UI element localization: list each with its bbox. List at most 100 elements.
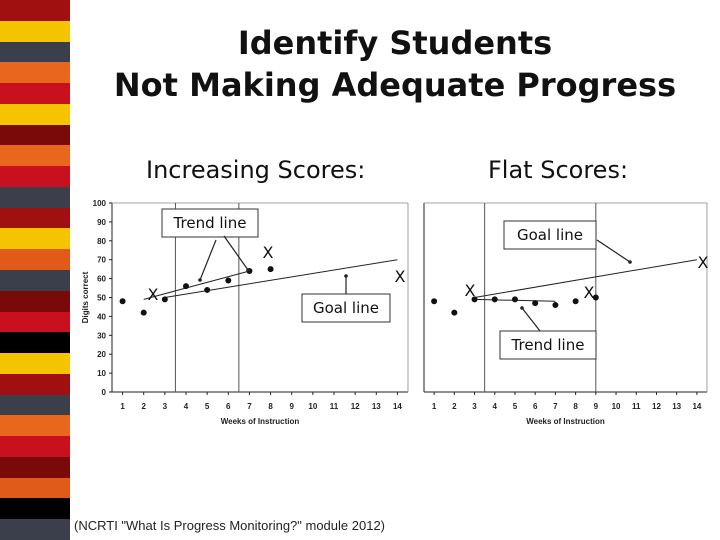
annotation-label: Trend line <box>173 214 247 232</box>
arrow-head <box>344 274 348 278</box>
title-line-1: Identify Students <box>237 24 553 62</box>
data-point <box>552 302 559 309</box>
x-tick-label: 10 <box>308 402 317 411</box>
x-tick-label: 5 <box>205 402 210 411</box>
goal-line <box>164 259 398 298</box>
stripe-segment <box>0 436 70 458</box>
x-tick-label: 1 <box>120 402 125 411</box>
x-tick-label: 6 <box>533 402 538 411</box>
y-tick-label: 20 <box>97 350 106 359</box>
stripe-segment <box>0 394 70 416</box>
slide-title: Identify Students Not Making Adequate Pr… <box>80 22 710 106</box>
x-tick-label: 12 <box>652 402 661 411</box>
annotation-arrow <box>596 239 631 263</box>
stripe-segment <box>0 20 70 43</box>
data-point <box>471 296 478 303</box>
x-tick-label: 3 <box>472 402 477 411</box>
y-tick-label: 30 <box>97 331 106 340</box>
stripe-segment <box>0 290 70 313</box>
annotation-x-marker: X <box>148 285 159 304</box>
data-point <box>183 283 189 290</box>
data-point <box>204 286 211 293</box>
stripe-segment <box>0 373 70 396</box>
stripe-segment <box>0 103 70 126</box>
stripe-segment <box>0 332 70 354</box>
annotation-box <box>161 208 259 238</box>
y-tick-label: 60 <box>97 275 106 284</box>
y-tick-label: 100 <box>93 199 107 208</box>
stripe-segment <box>0 415 70 437</box>
x-tick-label: 2 <box>452 402 457 411</box>
stripe-segment <box>0 228 70 250</box>
increasing-scores-heading: Increasing Scores: <box>146 156 366 184</box>
y-tick-label: 40 <box>97 312 106 321</box>
data-point <box>225 277 232 284</box>
stripe-segment <box>0 83 70 105</box>
y-tick-label: 90 <box>97 218 106 227</box>
x-tick-label: 13 <box>672 402 681 411</box>
y-axis-label: Digits correct <box>81 271 90 323</box>
y-tick-label: 50 <box>97 294 106 303</box>
arrow-head <box>246 268 250 272</box>
annotation-label: Goal line <box>313 299 379 317</box>
x-axis-label: Weeks of Instruction <box>526 417 605 426</box>
arrow-head <box>628 260 632 264</box>
x-tick-label: 11 <box>632 402 641 411</box>
trend-line <box>143 270 250 300</box>
x-tick-label: 4 <box>493 402 498 411</box>
x-tick-label: 3 <box>163 402 168 411</box>
goal-line <box>474 259 697 298</box>
x-axis-label: Weeks of Instruction <box>221 417 300 426</box>
annotation-box <box>503 220 597 250</box>
x-tick-label: 6 <box>226 402 231 411</box>
annotation-x-marker: X <box>465 281 476 300</box>
x-tick-label: 9 <box>594 402 599 411</box>
y-tick-label: 10 <box>97 369 106 378</box>
annotation-arrow <box>521 307 541 332</box>
annotation-arrow <box>199 239 217 281</box>
stripe-segment <box>0 41 70 63</box>
annotation-x-marker: X <box>395 267 406 286</box>
stripe-segment <box>0 456 70 479</box>
x-tick-label: 11 <box>330 402 339 411</box>
annotation-label: Trend line <box>511 336 585 354</box>
title-line-2: Not Making Adequate Progress <box>113 66 677 104</box>
data-point <box>572 298 579 305</box>
data-point <box>119 298 126 305</box>
citation: (NCRTI "What Is Progress Monitoring?" mo… <box>74 518 385 533</box>
stripe-segment <box>0 166 70 188</box>
stripe-segment <box>0 186 70 209</box>
stripe-segment <box>0 207 70 229</box>
stripe-segment <box>0 477 70 499</box>
stripe-segment <box>0 270 70 292</box>
x-tick-label: 12 <box>351 402 360 411</box>
x-tick-label: 4 <box>184 402 189 411</box>
y-tick-label: 70 <box>97 256 106 265</box>
x-tick-label: 7 <box>553 402 558 411</box>
x-tick-label: 14 <box>393 402 402 411</box>
arrow-head <box>198 278 202 282</box>
x-tick-label: 5 <box>513 402 518 411</box>
annotation-arrow <box>223 235 249 271</box>
stripe-segment <box>0 0 70 22</box>
stripe-segment <box>0 145 70 167</box>
stripe-segment <box>0 498 70 520</box>
x-tick-label: 2 <box>141 402 146 411</box>
y-tick-label: 0 <box>102 388 107 397</box>
data-point <box>511 296 518 303</box>
x-tick-label: 10 <box>612 402 621 411</box>
arrow-head <box>520 306 524 310</box>
data-point <box>140 309 147 316</box>
stripe-segment <box>0 353 70 375</box>
data-point <box>431 298 438 305</box>
x-tick-label: 8 <box>268 402 273 411</box>
annotation-x-marker: X <box>263 243 274 262</box>
x-tick-label: 14 <box>692 402 701 411</box>
x-tick-label: 8 <box>573 402 578 411</box>
x-tick-label: 7 <box>247 402 252 411</box>
data-point <box>532 300 539 307</box>
annotation-box <box>499 330 597 360</box>
stripe-segment <box>0 311 70 333</box>
